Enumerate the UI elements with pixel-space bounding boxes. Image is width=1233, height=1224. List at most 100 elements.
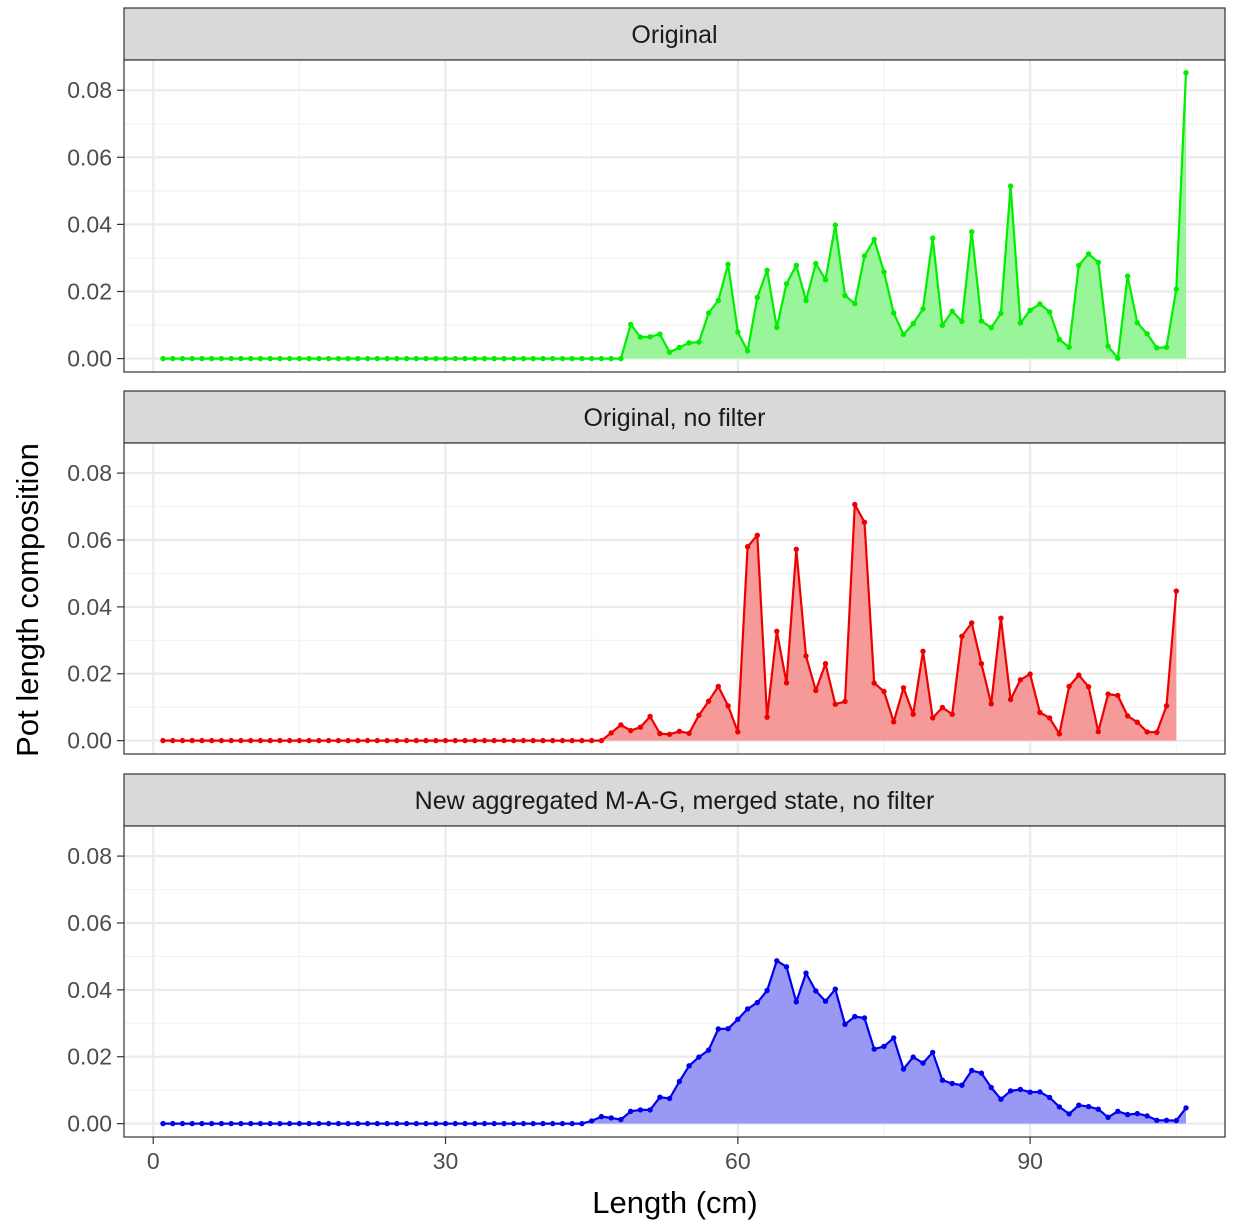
facet-strip-label: Original	[631, 21, 717, 49]
data-point	[754, 294, 760, 301]
data-point	[715, 297, 721, 304]
y-tick-label: 0.08	[67, 843, 112, 869]
data-point	[364, 737, 371, 744]
data-point	[628, 727, 634, 734]
data-point	[364, 355, 371, 362]
data-point	[1173, 588, 1180, 594]
data-point	[589, 355, 595, 362]
data-point	[881, 688, 887, 695]
data-point	[861, 519, 868, 525]
data-point	[666, 349, 673, 355]
data-point	[306, 737, 312, 744]
data-point	[647, 334, 653, 340]
data-point	[569, 1120, 575, 1127]
data-point	[579, 737, 585, 744]
data-point	[803, 653, 809, 659]
x-tick-label: 30	[433, 1148, 459, 1174]
data-point	[335, 355, 342, 362]
data-point	[218, 737, 225, 744]
data-point	[1124, 273, 1131, 279]
data-point	[1017, 677, 1024, 683]
data-point	[1105, 343, 1111, 349]
data-point	[491, 355, 497, 362]
data-point	[725, 703, 731, 709]
data-point	[618, 722, 624, 728]
data-point	[472, 355, 478, 362]
data-point	[345, 355, 351, 362]
data-point	[413, 737, 419, 744]
data-point	[1124, 713, 1131, 719]
x-axis: 0 30 60 90	[147, 1137, 1043, 1174]
data-point	[803, 970, 809, 976]
data-point	[189, 1120, 195, 1127]
data-point	[1056, 1104, 1063, 1110]
data-point	[618, 1116, 624, 1123]
y-tick-label: 0.06	[67, 910, 112, 936]
data-point	[1056, 731, 1063, 737]
data-point	[998, 1096, 1004, 1102]
data-point	[735, 729, 741, 735]
data-point	[1037, 709, 1043, 716]
data-point	[423, 737, 429, 744]
data-point	[608, 355, 614, 362]
panel-background	[124, 443, 1225, 754]
data-point	[189, 355, 195, 362]
data-point	[1027, 671, 1033, 677]
data-point	[540, 355, 546, 362]
data-point	[423, 1120, 429, 1127]
data-point	[325, 355, 332, 362]
data-point	[179, 737, 186, 744]
panel-border	[123, 825, 1226, 1138]
data-point	[559, 737, 566, 744]
data-point	[1115, 355, 1121, 361]
data-point	[696, 339, 702, 345]
data-point	[267, 737, 273, 744]
facet-strip	[123, 390, 1226, 444]
data-point	[647, 1107, 653, 1113]
data-point	[1134, 1110, 1141, 1117]
data-point	[637, 724, 644, 730]
data-point	[910, 321, 916, 327]
y-tick-label: 0.02	[67, 1044, 112, 1070]
data-point	[325, 1120, 332, 1127]
data-point	[394, 1120, 400, 1127]
data-point	[822, 277, 829, 283]
data-point	[325, 737, 332, 744]
data-point	[1173, 286, 1180, 292]
data-point	[355, 355, 361, 362]
data-point	[666, 731, 673, 737]
data-point	[744, 348, 751, 354]
facet-panel: New aggregated M-A-G, merged state, no f…	[67, 773, 1226, 1138]
data-point	[569, 737, 575, 744]
data-point	[852, 501, 858, 508]
panel-border	[123, 59, 1226, 373]
data-point	[170, 737, 176, 744]
data-point	[832, 701, 838, 707]
data-point	[735, 1016, 741, 1022]
data-point	[296, 1120, 303, 1127]
data-point	[277, 737, 283, 744]
data-point	[803, 297, 809, 304]
data-point	[1046, 715, 1053, 721]
data-point	[589, 737, 595, 744]
data-point	[1115, 692, 1121, 699]
data-point	[501, 355, 507, 362]
data-point	[520, 1120, 527, 1127]
data-point	[452, 355, 458, 362]
data-point	[686, 730, 692, 736]
data-point	[881, 1043, 887, 1050]
data-point	[891, 719, 897, 725]
data-point	[316, 355, 322, 362]
data-point	[257, 737, 264, 744]
data-point	[598, 737, 605, 744]
data-point	[462, 355, 468, 362]
data-point	[1076, 672, 1082, 678]
x-tick-label: 90	[1017, 1148, 1043, 1174]
data-point	[1017, 320, 1024, 326]
data-point	[676, 344, 683, 351]
data-point	[783, 964, 790, 970]
facet-strip-label: New aggregated M-A-G, merged state, no f…	[415, 787, 935, 815]
data-point	[969, 620, 975, 626]
data-point	[715, 1026, 721, 1032]
